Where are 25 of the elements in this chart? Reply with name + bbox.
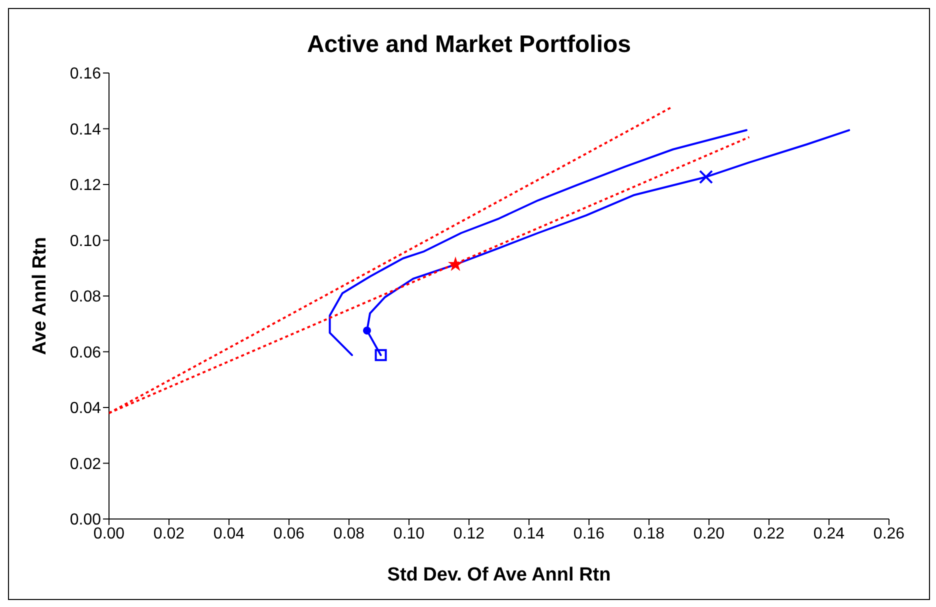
y-axis-title: Ave Annl Rtn: [30, 237, 51, 355]
x-tick-label: 0.24: [813, 525, 845, 542]
x-tick-label: 0.16: [573, 525, 605, 542]
y-tick-label: 0.10: [70, 232, 102, 250]
x-tick-label: 0.18: [633, 525, 665, 542]
x-tick-label: 0.08: [333, 525, 365, 542]
y-tick-label: 0.14: [70, 121, 102, 138]
x-tick-label: 0.04: [213, 525, 245, 542]
y-tick-label: 0.04: [70, 400, 102, 418]
x-tick-label: 0.12: [453, 525, 485, 542]
chart-title: Active and Market Portfolios: [306, 31, 632, 59]
x-tick-label: 0.00: [93, 525, 125, 542]
y-tick-label: 0.12: [70, 177, 102, 194]
x-axis-title: Std Dev. Of Ave Annl Rtn: [387, 564, 611, 586]
x-tick-label: 0.02: [153, 525, 185, 542]
y-tick-label: 0.02: [70, 456, 102, 473]
y-tick-label: 0.16: [70, 66, 102, 83]
x-tick-label: 0.22: [753, 525, 785, 542]
x-tick-label: 0.14: [513, 525, 545, 542]
x-tick-label: 0.26: [873, 525, 905, 542]
x-tick-label: 0.20: [693, 525, 725, 542]
x-tick-label: 0.06: [273, 525, 305, 542]
y-tick-label: 0.06: [70, 344, 102, 362]
y-tick-label: 0.08: [70, 288, 102, 306]
x-tick-label: 0.10: [393, 525, 425, 542]
